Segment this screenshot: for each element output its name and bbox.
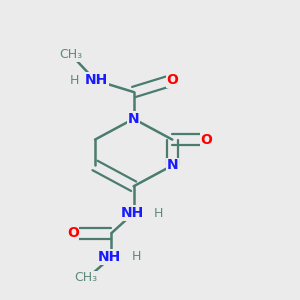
Text: CH₃: CH₃ [60,48,83,62]
Text: NH: NH [85,73,108,87]
Text: N: N [167,158,178,172]
Text: NH: NH [98,250,122,264]
Text: H: H [132,250,141,263]
Text: O: O [200,133,212,147]
Text: CH₃: CH₃ [74,271,98,284]
Text: N: N [128,112,140,126]
Text: O: O [167,73,178,87]
Text: NH: NH [121,206,144,220]
Text: H: H [154,206,164,220]
Text: O: O [67,226,79,240]
Text: H: H [70,74,79,87]
